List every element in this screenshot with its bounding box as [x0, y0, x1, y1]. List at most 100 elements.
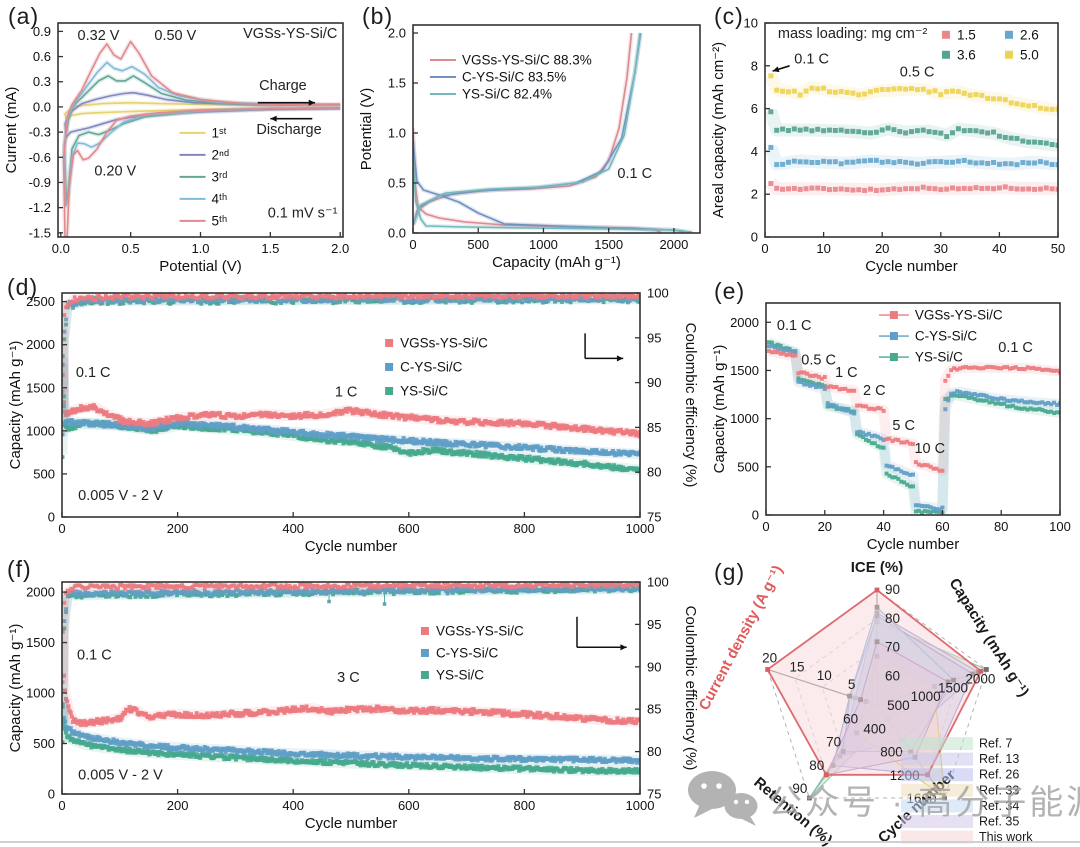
svg-text:0.32 V: 0.32 V — [78, 28, 120, 44]
svg-text:0.005 V - 2 V: 0.005 V - 2 V — [78, 488, 163, 504]
svg-text:Capacity (mAh g⁻¹): Capacity (mAh g⁻¹) — [492, 254, 621, 271]
svg-text:0.1 C: 0.1 C — [617, 166, 652, 182]
svg-text:-0.6: -0.6 — [29, 150, 51, 165]
svg-text:2.0: 2.0 — [331, 241, 349, 256]
panel-e-label: (e) — [714, 278, 746, 304]
svg-text:1500: 1500 — [594, 237, 623, 252]
chart-g: 6070809050010001500200040080012001600607… — [696, 559, 1034, 847]
svg-text:-1.2: -1.2 — [29, 200, 51, 215]
svg-text:10: 10 — [744, 16, 758, 31]
svg-text:2000: 2000 — [26, 337, 55, 352]
svg-text:5.0: 5.0 — [1020, 47, 1039, 62]
svg-text:Discharge: Discharge — [256, 122, 321, 138]
svg-text:2500: 2500 — [26, 294, 55, 309]
svg-text:100: 100 — [1049, 519, 1071, 534]
svg-text:8: 8 — [751, 58, 758, 73]
svg-text:0: 0 — [752, 508, 759, 523]
panel-f-label: (f) — [7, 556, 32, 582]
svg-text:2000: 2000 — [730, 315, 759, 330]
svg-text:1.5: 1.5 — [388, 76, 406, 91]
panel-g-label: (g) — [714, 559, 746, 585]
svg-text:80: 80 — [994, 519, 1008, 534]
svg-text:C-YS-Si/C: C-YS-Si/C — [915, 329, 978, 344]
svg-text:Charge: Charge — [259, 78, 307, 94]
svg-text:Capacity (mAh g⁻¹): Capacity (mAh g⁻¹) — [711, 345, 728, 474]
svg-text:3ʳᵈ: 3ʳᵈ — [212, 169, 228, 184]
svg-text:500: 500 — [467, 237, 489, 252]
svg-text:90: 90 — [647, 375, 661, 390]
svg-text:95: 95 — [647, 330, 661, 345]
chart-b: 0 500 1000 1500 2000 0.0 0.5 1.0 1.5 2.0 Capacity … — [358, 24, 701, 271]
svg-text:500: 500 — [737, 459, 759, 474]
svg-text:0.0: 0.0 — [388, 226, 406, 241]
svg-text:1.5: 1.5 — [957, 27, 976, 42]
svg-text:1 C: 1 C — [335, 384, 358, 400]
svg-text:6: 6 — [751, 101, 758, 116]
svg-text:0.5: 0.5 — [388, 176, 406, 191]
svg-text:Potential (V): Potential (V) — [358, 88, 375, 171]
svg-text:YS-Si/C 82.4%: YS-Si/C 82.4% — [462, 87, 552, 102]
svg-text:0.6: 0.6 — [33, 49, 51, 64]
svg-text:400: 400 — [282, 521, 304, 536]
svg-text:Potential (V): Potential (V) — [159, 258, 242, 275]
svg-text:Coulombic efficiency (%): Coulombic efficiency (%) — [682, 323, 699, 488]
svg-text:0.20 V: 0.20 V — [94, 164, 136, 180]
svg-text:0.5 C: 0.5 C — [900, 65, 935, 81]
svg-text:VGSs-YS-Si/C: VGSs-YS-Si/C — [400, 335, 488, 350]
svg-text:0: 0 — [58, 521, 65, 536]
svg-text:500: 500 — [33, 466, 55, 481]
svg-text:0.1 C: 0.1 C — [998, 340, 1033, 356]
svg-text:10: 10 — [816, 241, 830, 256]
svg-text:-0.9: -0.9 — [29, 175, 51, 190]
svg-text:30: 30 — [934, 241, 948, 256]
svg-text:1.5: 1.5 — [261, 241, 279, 256]
svg-text:0.9: 0.9 — [33, 24, 51, 39]
svg-text:C-YS-Si/C: C-YS-Si/C — [400, 359, 463, 374]
svg-text:VGSs-YS-Si/C: VGSs-YS-Si/C — [915, 308, 1003, 323]
svg-text:-1.5: -1.5 — [29, 225, 51, 240]
svg-text:85: 85 — [647, 420, 661, 435]
svg-text:0: 0 — [761, 241, 768, 256]
svg-text:1000: 1000 — [730, 411, 759, 426]
svg-text:200: 200 — [167, 521, 189, 536]
svg-text:1ˢᵗ: 1ˢᵗ — [212, 125, 227, 140]
svg-text:Cycle number: Cycle number — [305, 538, 398, 555]
svg-text:0.0: 0.0 — [52, 241, 70, 256]
svg-text:0: 0 — [751, 230, 758, 245]
svg-text:2.6: 2.6 — [1020, 27, 1039, 42]
svg-text:4ᵗʰ: 4ᵗʰ — [212, 191, 228, 206]
svg-text:0.5 C: 0.5 C — [801, 353, 836, 369]
svg-text:2ⁿᵈ: 2ⁿᵈ — [212, 147, 230, 162]
svg-text:mass loading: mg cm⁻²: mass loading: mg cm⁻² — [778, 26, 928, 42]
svg-text:1500: 1500 — [26, 380, 55, 395]
svg-text:5 C: 5 C — [892, 418, 915, 434]
svg-text:3.6: 3.6 — [957, 47, 976, 62]
svg-text:Areal capacity (mAh cm⁻²): Areal capacity (mAh cm⁻²) — [710, 42, 727, 218]
svg-text:0.1 mV s⁻¹: 0.1 mV s⁻¹ — [268, 206, 338, 222]
panel-b-label: (b) — [362, 3, 394, 29]
panel-d-label: (d) — [7, 274, 39, 300]
svg-text:0.1 C: 0.1 C — [794, 52, 829, 68]
svg-text:Capacity (mAh g⁻¹): Capacity (mAh g⁻¹) — [7, 341, 24, 470]
svg-text:1.0: 1.0 — [388, 126, 406, 141]
svg-text:20: 20 — [875, 241, 889, 256]
svg-text:800: 800 — [514, 521, 536, 536]
svg-text:Cycle number: Cycle number — [865, 258, 958, 275]
svg-text:80: 80 — [647, 465, 661, 480]
svg-text:0.3: 0.3 — [33, 74, 51, 89]
chart-c: 0 10 20 30 40 50 0 2 4 6 8 10 Cycle number Areal capa… — [710, 16, 1065, 276]
svg-text:600: 600 — [398, 521, 420, 536]
svg-text:1000: 1000 — [626, 521, 655, 536]
svg-text:VGSs-YS-Si/C: VGSs-YS-Si/C — [243, 26, 337, 42]
svg-text:1.0: 1.0 — [191, 241, 209, 256]
svg-text:0: 0 — [762, 519, 769, 534]
svg-text:2000: 2000 — [659, 237, 688, 252]
svg-text:0: 0 — [409, 237, 416, 252]
svg-text:4: 4 — [751, 144, 758, 159]
svg-text:2 C: 2 C — [863, 383, 886, 399]
svg-text:C-YS-Si/C 83.5%: C-YS-Si/C 83.5% — [462, 70, 566, 85]
chart-a: 0.0 0.5 1.0 1.5 2.0 -1.5 -1.2 -0.9 -0.6 -0.3 0.0 0.… — [3, 22, 349, 275]
